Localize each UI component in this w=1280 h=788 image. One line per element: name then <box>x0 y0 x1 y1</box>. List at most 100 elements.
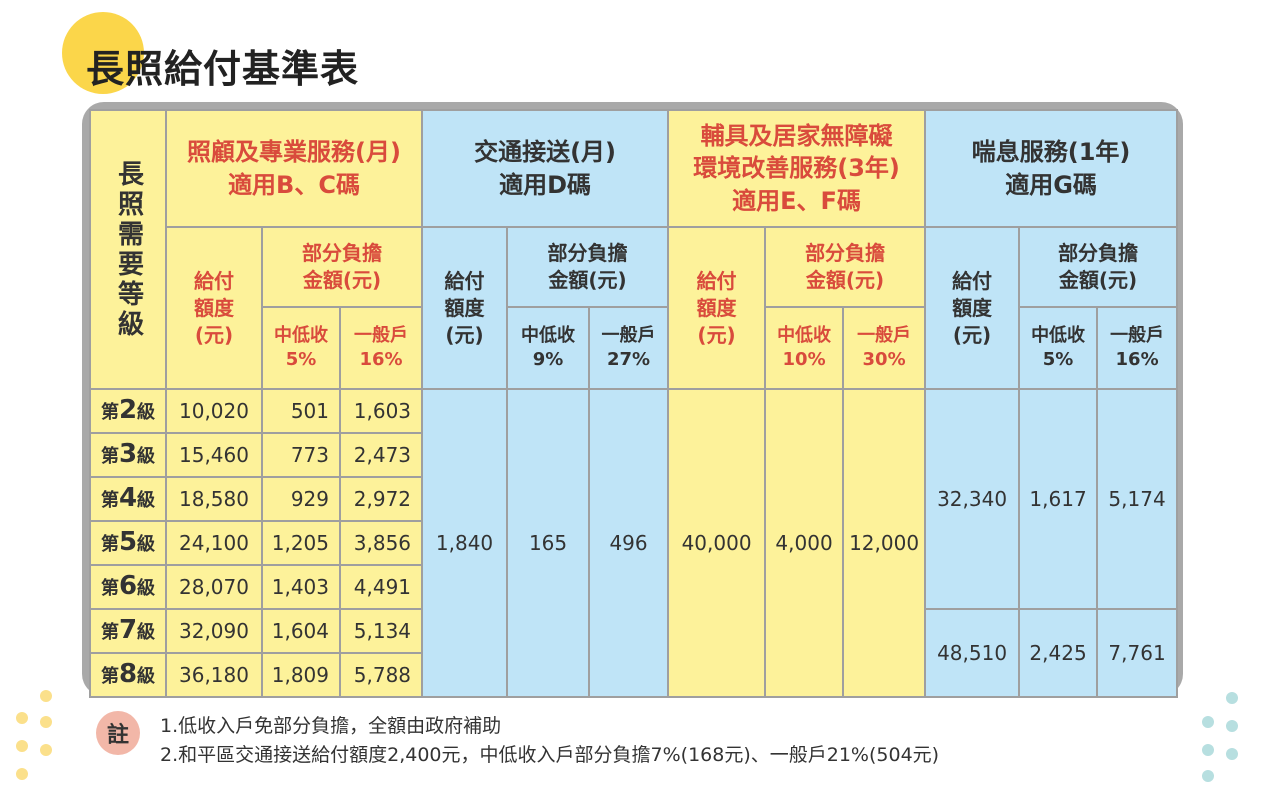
care-pay-cell: 18,580 <box>165 476 263 522</box>
general-pct: 16% <box>1115 349 1159 370</box>
respite-pay-cell: 48,510 <box>924 608 1021 698</box>
pay-header-transport: 給付 額度 (元) <box>421 226 509 390</box>
pay-label-2: 額度 <box>194 295 234 320</box>
decorative-dot <box>16 740 28 752</box>
care-pay-cell: 24,100 <box>165 520 263 566</box>
table-row: 第4級 18,580 929 2,972 <box>89 476 1177 522</box>
level-label: 第7級 <box>89 608 167 654</box>
decorative-dot <box>1226 692 1238 704</box>
decorative-dot <box>40 744 52 756</box>
pay-label-3: (元) <box>445 322 484 347</box>
copay-header-assistive: 部分負擔 金額(元) <box>764 226 927 308</box>
general-label: 一般戶 <box>601 324 656 346</box>
copay-label-2: 金額(元) <box>548 268 627 292</box>
copay-header-respite: 部分負擔金額(元) <box>1018 226 1179 308</box>
benefit-table: 長照需要等級 照顧及專業服務(月) 適用B、C碼 交通接送(月) 適用D碼 輔具… <box>89 109 1179 698</box>
pay-label-1: 給付 <box>952 268 993 293</box>
pay-header-respite: 給付 額度 (元) <box>924 226 1021 390</box>
group-sub-respite: 適用G碼 <box>1005 170 1097 199</box>
transport-low-cell: 165 <box>506 388 591 698</box>
care-pay-cell: 15,460 <box>165 432 263 478</box>
group-header-assistive: 輔具及居家無障礙 環境改善服務(3年) 適用E、F碼 <box>667 109 927 228</box>
group-header-transport: 交通接送(月) 適用D碼 <box>421 109 670 228</box>
care-low-cell: 1,205 <box>261 520 341 566</box>
pay-label-1: 給付 <box>696 268 737 293</box>
group-header-care: 照顧及專業服務(月) 適用B、C碼 <box>164 109 424 228</box>
copay-header-care: 部分負擔金額(元) <box>260 226 424 308</box>
group-name-assistive-line1: 輔具及居家無障礙 <box>700 121 893 150</box>
decorative-dot <box>1226 748 1238 760</box>
level-label: 第2級 <box>89 388 167 434</box>
note-line-1: 1.低收入戶免部分負擔，全額由政府補助 <box>160 715 502 737</box>
general-pct: 30% <box>862 349 906 370</box>
group-name-transport: 交通接送(月) <box>474 138 617 167</box>
group-header-respite: 喘息服務(1年) 適用G碼 <box>924 109 1179 228</box>
pay-label-2: 額度 <box>444 295 485 320</box>
assistive-low-cell: 4,000 <box>764 388 845 698</box>
general-header-respite: 一般戶 16% <box>1096 306 1179 390</box>
table-row: 第5級 24,100 1,205 3,856 <box>89 520 1177 566</box>
care-general-cell: 2,473 <box>338 432 424 478</box>
low-income-header-respite: 中低收 5% <box>1018 306 1099 390</box>
care-pay-cell: 28,070 <box>165 564 263 610</box>
assistive-pay-cell: 40,000 <box>667 388 767 698</box>
copay-label-2: 金額(元) <box>302 268 382 292</box>
copay-header-transport: 部分負擔金額(元) <box>506 226 670 308</box>
copay-label-1: 部分負擔 <box>302 241 383 265</box>
copay-label-1: 部分負擔 <box>805 241 886 265</box>
low-income-pct: 5% <box>1042 349 1074 370</box>
care-low-cell: 929 <box>261 476 341 522</box>
level-label: 第6級 <box>89 564 167 610</box>
transport-general-cell: 496 <box>588 388 670 698</box>
assistive-general-cell: 12,000 <box>842 388 927 698</box>
decorative-dot <box>16 712 28 724</box>
low-income-label: 中低收 <box>521 324 576 346</box>
table-row: 第6級 28,070 1,403 4,491 <box>89 564 1177 610</box>
copay-label-1: 部分負擔 <box>547 241 628 265</box>
table-row: 第8級 36,180 1,809 5,788 <box>89 652 1177 698</box>
care-low-cell: 1,604 <box>261 608 341 654</box>
respite-low-cell: 1,617 <box>1018 388 1099 610</box>
care-general-cell: 5,134 <box>338 608 424 654</box>
pay-label-1: 給付 <box>444 268 485 293</box>
care-general-cell: 5,788 <box>338 652 424 698</box>
care-low-cell: 773 <box>261 432 341 478</box>
level-label: 第3級 <box>89 432 167 478</box>
pay-label-3: (元) <box>952 322 992 347</box>
notes-badge: 註 <box>96 711 140 755</box>
title-decoration-circle <box>62 12 144 94</box>
pay-label-2: 額度 <box>696 295 737 320</box>
copay-label-2: 金額(元) <box>1058 268 1138 292</box>
pay-label-3: (元) <box>194 322 234 347</box>
low-income-label: 中低收 <box>1031 324 1086 346</box>
table-row: 第7級 32,090 1,604 5,134 48,510 2,425 7,76… <box>89 608 1179 698</box>
care-general-cell: 3,856 <box>338 520 424 566</box>
note-line-2: 2.和平區交通接送給付額度2,400元，中低收入戶部分負擔7%(168元)、一般… <box>160 744 940 766</box>
low-income-header-care: 中低收 5% <box>261 306 341 390</box>
group-sub-care: 適用B、C碼 <box>228 170 360 199</box>
group-sub-assistive: 適用E、F碼 <box>732 186 861 215</box>
transport-pay-cell: 1,840 <box>421 388 509 698</box>
decorative-dot <box>40 716 52 728</box>
decorative-dot <box>1202 770 1214 782</box>
care-general-cell: 4,491 <box>338 564 424 610</box>
general-header-care: 一般戶 16% <box>338 306 424 390</box>
table-row: 第3級 15,460 773 2,473 <box>89 432 1177 478</box>
general-label: 一般戶 <box>857 324 912 346</box>
pay-header-assistive: 給付 額度 (元) <box>667 226 767 390</box>
general-label: 一般戶 <box>354 324 409 346</box>
care-low-cell: 1,809 <box>261 652 341 698</box>
group-name-respite: 喘息服務(1年) <box>971 138 1131 167</box>
care-low-cell: 1,403 <box>261 564 341 610</box>
group-name-assistive-line2: 環境改善服務(3年) <box>693 154 900 183</box>
general-pct: 16% <box>359 349 403 370</box>
copay-label-1: 部分負擔 <box>1058 241 1139 265</box>
respite-low-cell: 2,425 <box>1018 608 1099 698</box>
general-pct: 27% <box>607 349 651 370</box>
level-label: 第5級 <box>89 520 167 566</box>
low-income-label: 中低收 <box>777 324 832 346</box>
decorative-dot <box>16 768 28 780</box>
decorative-dot <box>1202 744 1214 756</box>
page-title: 長照給付基準表 <box>86 47 360 91</box>
low-income-header-assistive: 中低收 10% <box>764 306 845 390</box>
